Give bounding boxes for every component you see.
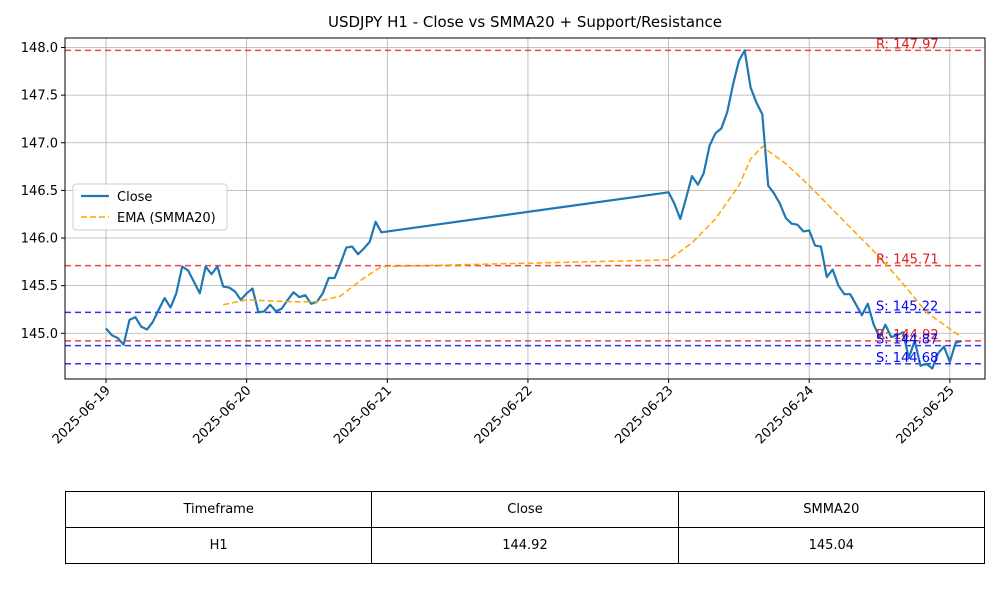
x-tick-label: 2025-06-21 — [331, 383, 395, 447]
legend-label-smma: EMA (SMMA20) — [117, 211, 216, 226]
x-tick-label: 2025-06-25 — [894, 383, 958, 447]
x-axis: 2025-06-19 2025-06-20 2025-06-21 2025-06-22… — [50, 379, 958, 447]
table-cell-close: 144.92 — [371, 527, 679, 564]
chart: USDJPY H1 - Close vs SMMA20 + Support/Re… — [21, 13, 986, 447]
smma20-series-line — [223, 145, 963, 338]
x-tick-label: 2025-06-19 — [50, 383, 114, 447]
table-cell-timeframe: H1 — [64, 527, 373, 564]
legend: Close EMA (SMMA20) — [72, 183, 228, 231]
support-label: S: 144.68 — [876, 351, 938, 366]
x-tick-label: 2025-06-24 — [753, 383, 817, 447]
close-series-line — [105, 49, 962, 370]
resistance-label: R: 147.97 — [876, 37, 939, 52]
support-label: S: 144.87 — [876, 333, 938, 348]
y-tick-label: 147.0 — [21, 136, 58, 151]
x-tick-label: 2025-06-22 — [472, 383, 536, 447]
level-labels: R: 147.97 R: 145.71 R: 144.92 S: 145.22 S: 1… — [876, 37, 939, 365]
x-tick-label: 2025-06-23 — [612, 383, 676, 447]
plot-frame — [64, 37, 986, 380]
y-tick-label: 146.0 — [21, 232, 58, 247]
series-lines — [105, 49, 963, 370]
x-tick-label: 2025-06-20 — [190, 383, 254, 447]
y-tick-label: 145.5 — [21, 279, 58, 294]
table-header-row: Timeframe Close SMMA20 — [64, 491, 986, 528]
support-resistance-levels — [65, 49, 985, 365]
chart-title: USDJPY H1 - Close vs SMMA20 + Support/Re… — [328, 13, 722, 31]
table-row: H1 144.92 145.04 — [64, 527, 986, 564]
table-header-smma20: SMMA20 — [677, 491, 986, 528]
resistance-label: R: 144.92 — [876, 328, 939, 343]
summary-table: Timeframe Close SMMA20 H1 144.92 145.04 — [64, 491, 986, 564]
table-cell-smma20: 145.04 — [677, 527, 986, 564]
resistance-label: R: 145.71 — [876, 253, 939, 268]
legend-label-close: Close — [117, 190, 152, 205]
support-label: S: 145.22 — [876, 299, 938, 314]
y-axis: 145.0 145.5 146.0 146.5 147.0 147.5 148.0 — [21, 41, 65, 342]
legend-box — [72, 183, 228, 231]
y-tick-label: 145.0 — [21, 327, 58, 342]
y-tick-label: 146.5 — [21, 184, 58, 199]
table-header-close: Close — [371, 491, 679, 528]
y-tick-label: 148.0 — [21, 41, 58, 56]
y-tick-label: 147.5 — [21, 89, 58, 104]
table-header-timeframe: Timeframe — [64, 491, 373, 528]
